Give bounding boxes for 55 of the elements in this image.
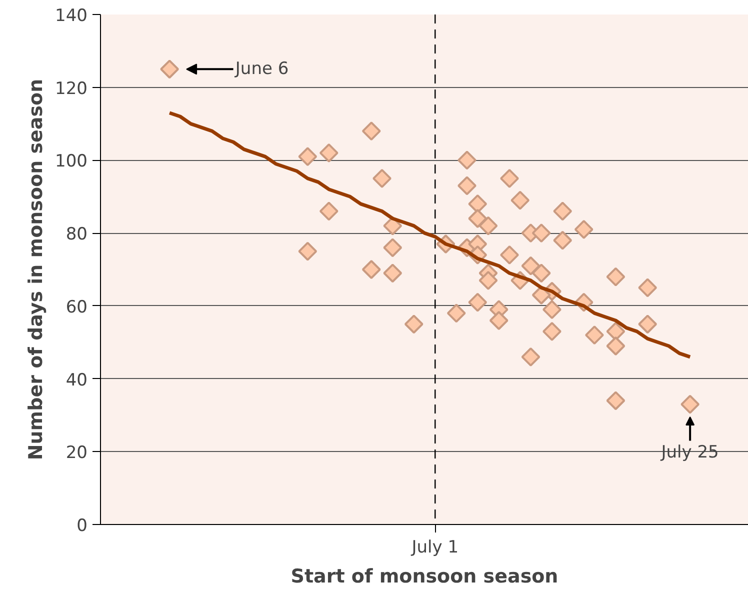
point [510, 190, 530, 210]
point [532, 286, 551, 304]
point [638, 278, 658, 298]
x-axis-title: Start of monsoon season [290, 566, 558, 588]
y-tick-label: 60 [66, 297, 88, 318]
point [468, 194, 488, 214]
y-tick-label: 120 [55, 78, 88, 99]
y-tick-label: 80 [66, 224, 88, 245]
point [458, 176, 476, 196]
point [383, 216, 402, 236]
y-tick-label: 100 [55, 152, 88, 172]
point [606, 267, 626, 286]
point [606, 336, 626, 356]
point [383, 264, 402, 283]
point [458, 150, 476, 170]
y-tick-label: 140 [55, 6, 88, 26]
point [553, 202, 572, 221]
point [500, 168, 519, 188]
x-tick-label: July 1 [410, 538, 459, 558]
point [362, 122, 381, 141]
point [584, 326, 604, 345]
point [553, 230, 572, 250]
point [478, 216, 498, 236]
point [383, 238, 402, 258]
point [468, 292, 488, 312]
line-series [168, 111, 692, 359]
point [680, 394, 700, 414]
point [521, 256, 540, 276]
y-axis-title: Number of days in monsoon season [25, 78, 48, 460]
point [468, 209, 488, 228]
point [542, 300, 562, 320]
y-tick-label: 40 [66, 370, 88, 390]
data-label: June 6 [234, 59, 289, 80]
point [521, 347, 540, 366]
point [489, 311, 508, 330]
point [606, 391, 626, 410]
point [532, 224, 551, 243]
point [160, 60, 180, 79]
point [606, 322, 626, 341]
point [372, 168, 392, 188]
point [298, 147, 318, 166]
point [478, 270, 498, 290]
point [574, 220, 594, 239]
point [404, 314, 424, 334]
point [319, 202, 338, 221]
point [362, 260, 381, 279]
point [638, 314, 658, 334]
point [500, 245, 519, 264]
point [542, 322, 562, 341]
point [298, 242, 318, 261]
point [446, 304, 466, 323]
point [532, 264, 551, 283]
point [319, 143, 338, 162]
y-tick-label: 0 [76, 516, 88, 536]
y-tick-label: 20 [66, 443, 88, 464]
